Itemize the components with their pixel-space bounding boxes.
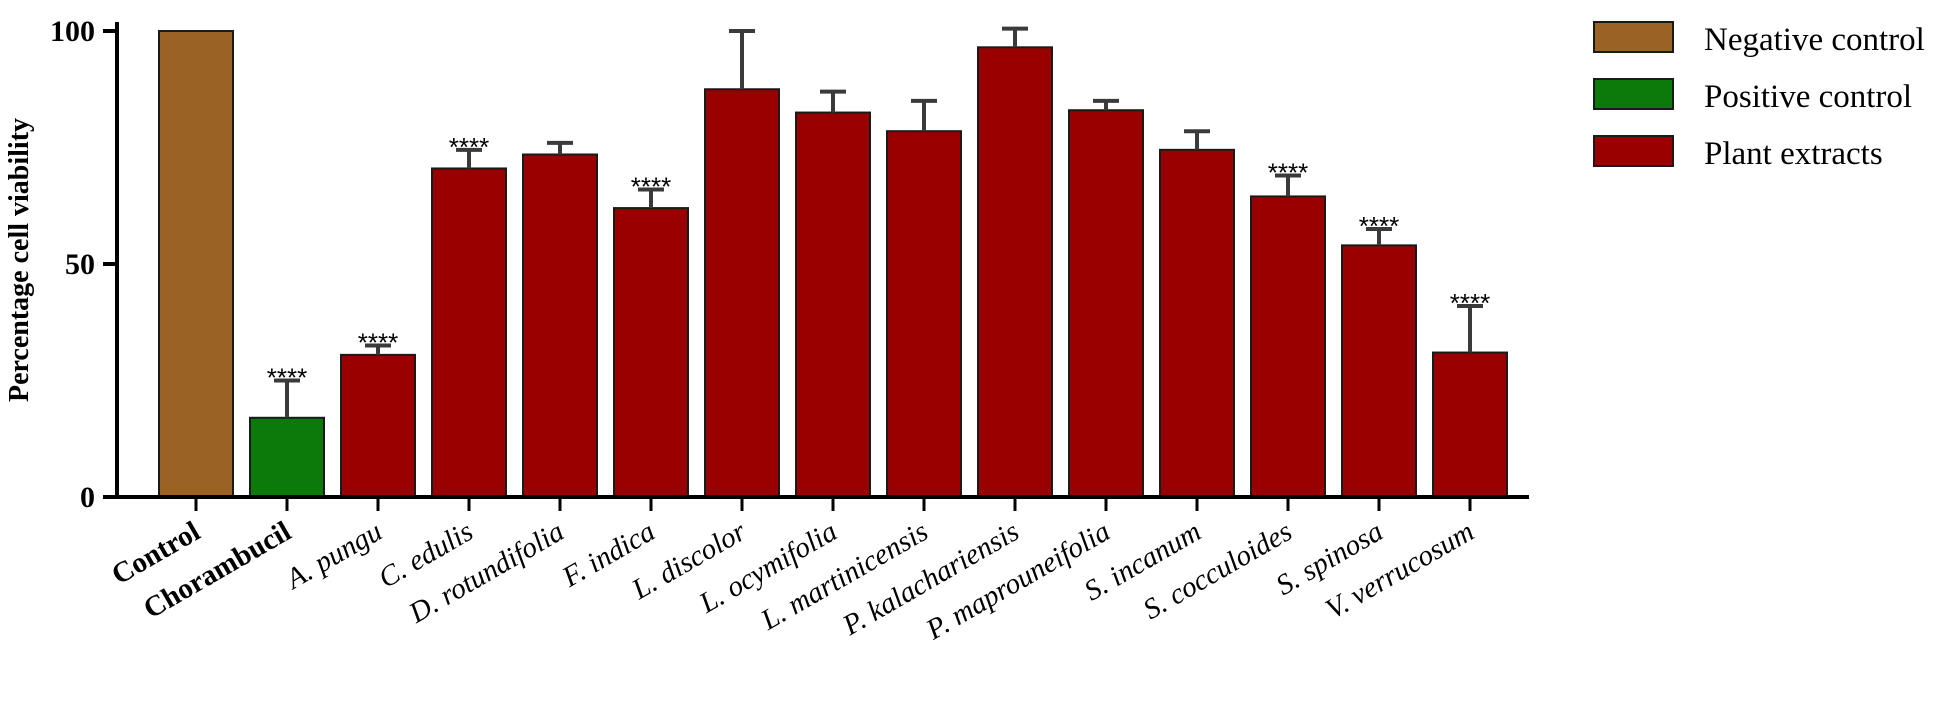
category-label-2: A. pungu [279,515,387,596]
bar-4 [522,153,598,499]
bar-0 [158,30,234,498]
y-tick-label-1: 50 [65,248,95,281]
y-tick-label-0: 0 [80,481,95,514]
x-ticks-layer [194,497,1472,511]
bar-3 [431,167,507,498]
significance-label-12: **** [1268,157,1308,187]
legend-swatch-1 [1593,78,1674,110]
y-axis-label: Percentage cell viability [4,118,35,402]
bar-6 [704,88,780,498]
legend-swatch-0 [1593,21,1674,53]
significance-label-1: **** [267,363,307,393]
bar-14 [1432,351,1508,499]
significance-layer: **** **** **** **** **** **** **** [267,132,1490,393]
legend-label-2: Plant extracts [1704,136,1883,172]
error-bars-layer [274,26,1483,418]
bar-12 [1250,195,1326,498]
significance-label-3: **** [449,132,489,162]
significance-label-13: **** [1359,211,1399,241]
significance-label-2: **** [358,328,398,358]
category-label-4: D. rotundifolia [403,515,570,630]
bars-layer [158,30,1508,499]
bar-9 [977,46,1053,499]
legend-label-1: Positive control [1704,79,1912,115]
bar-10 [1068,109,1144,498]
bar-11 [1159,148,1235,499]
legend-swatch-2 [1593,135,1674,167]
significance-label-14: **** [1450,288,1490,318]
bar-7 [795,111,871,499]
bar-2 [340,353,416,498]
legend: Negative control Positive control Plant ex… [1593,21,1925,172]
axes-layer [115,22,1529,499]
bar-5 [613,207,689,499]
bar-1 [249,416,325,498]
y-tick-label-2: 100 [50,15,95,48]
bar-13 [1341,244,1417,498]
significance-label-5: **** [631,171,671,201]
y-ticks-layer: 0 50 100 [50,15,117,514]
bar-8 [886,130,962,498]
legend-label-0: Negative control [1704,22,1925,58]
